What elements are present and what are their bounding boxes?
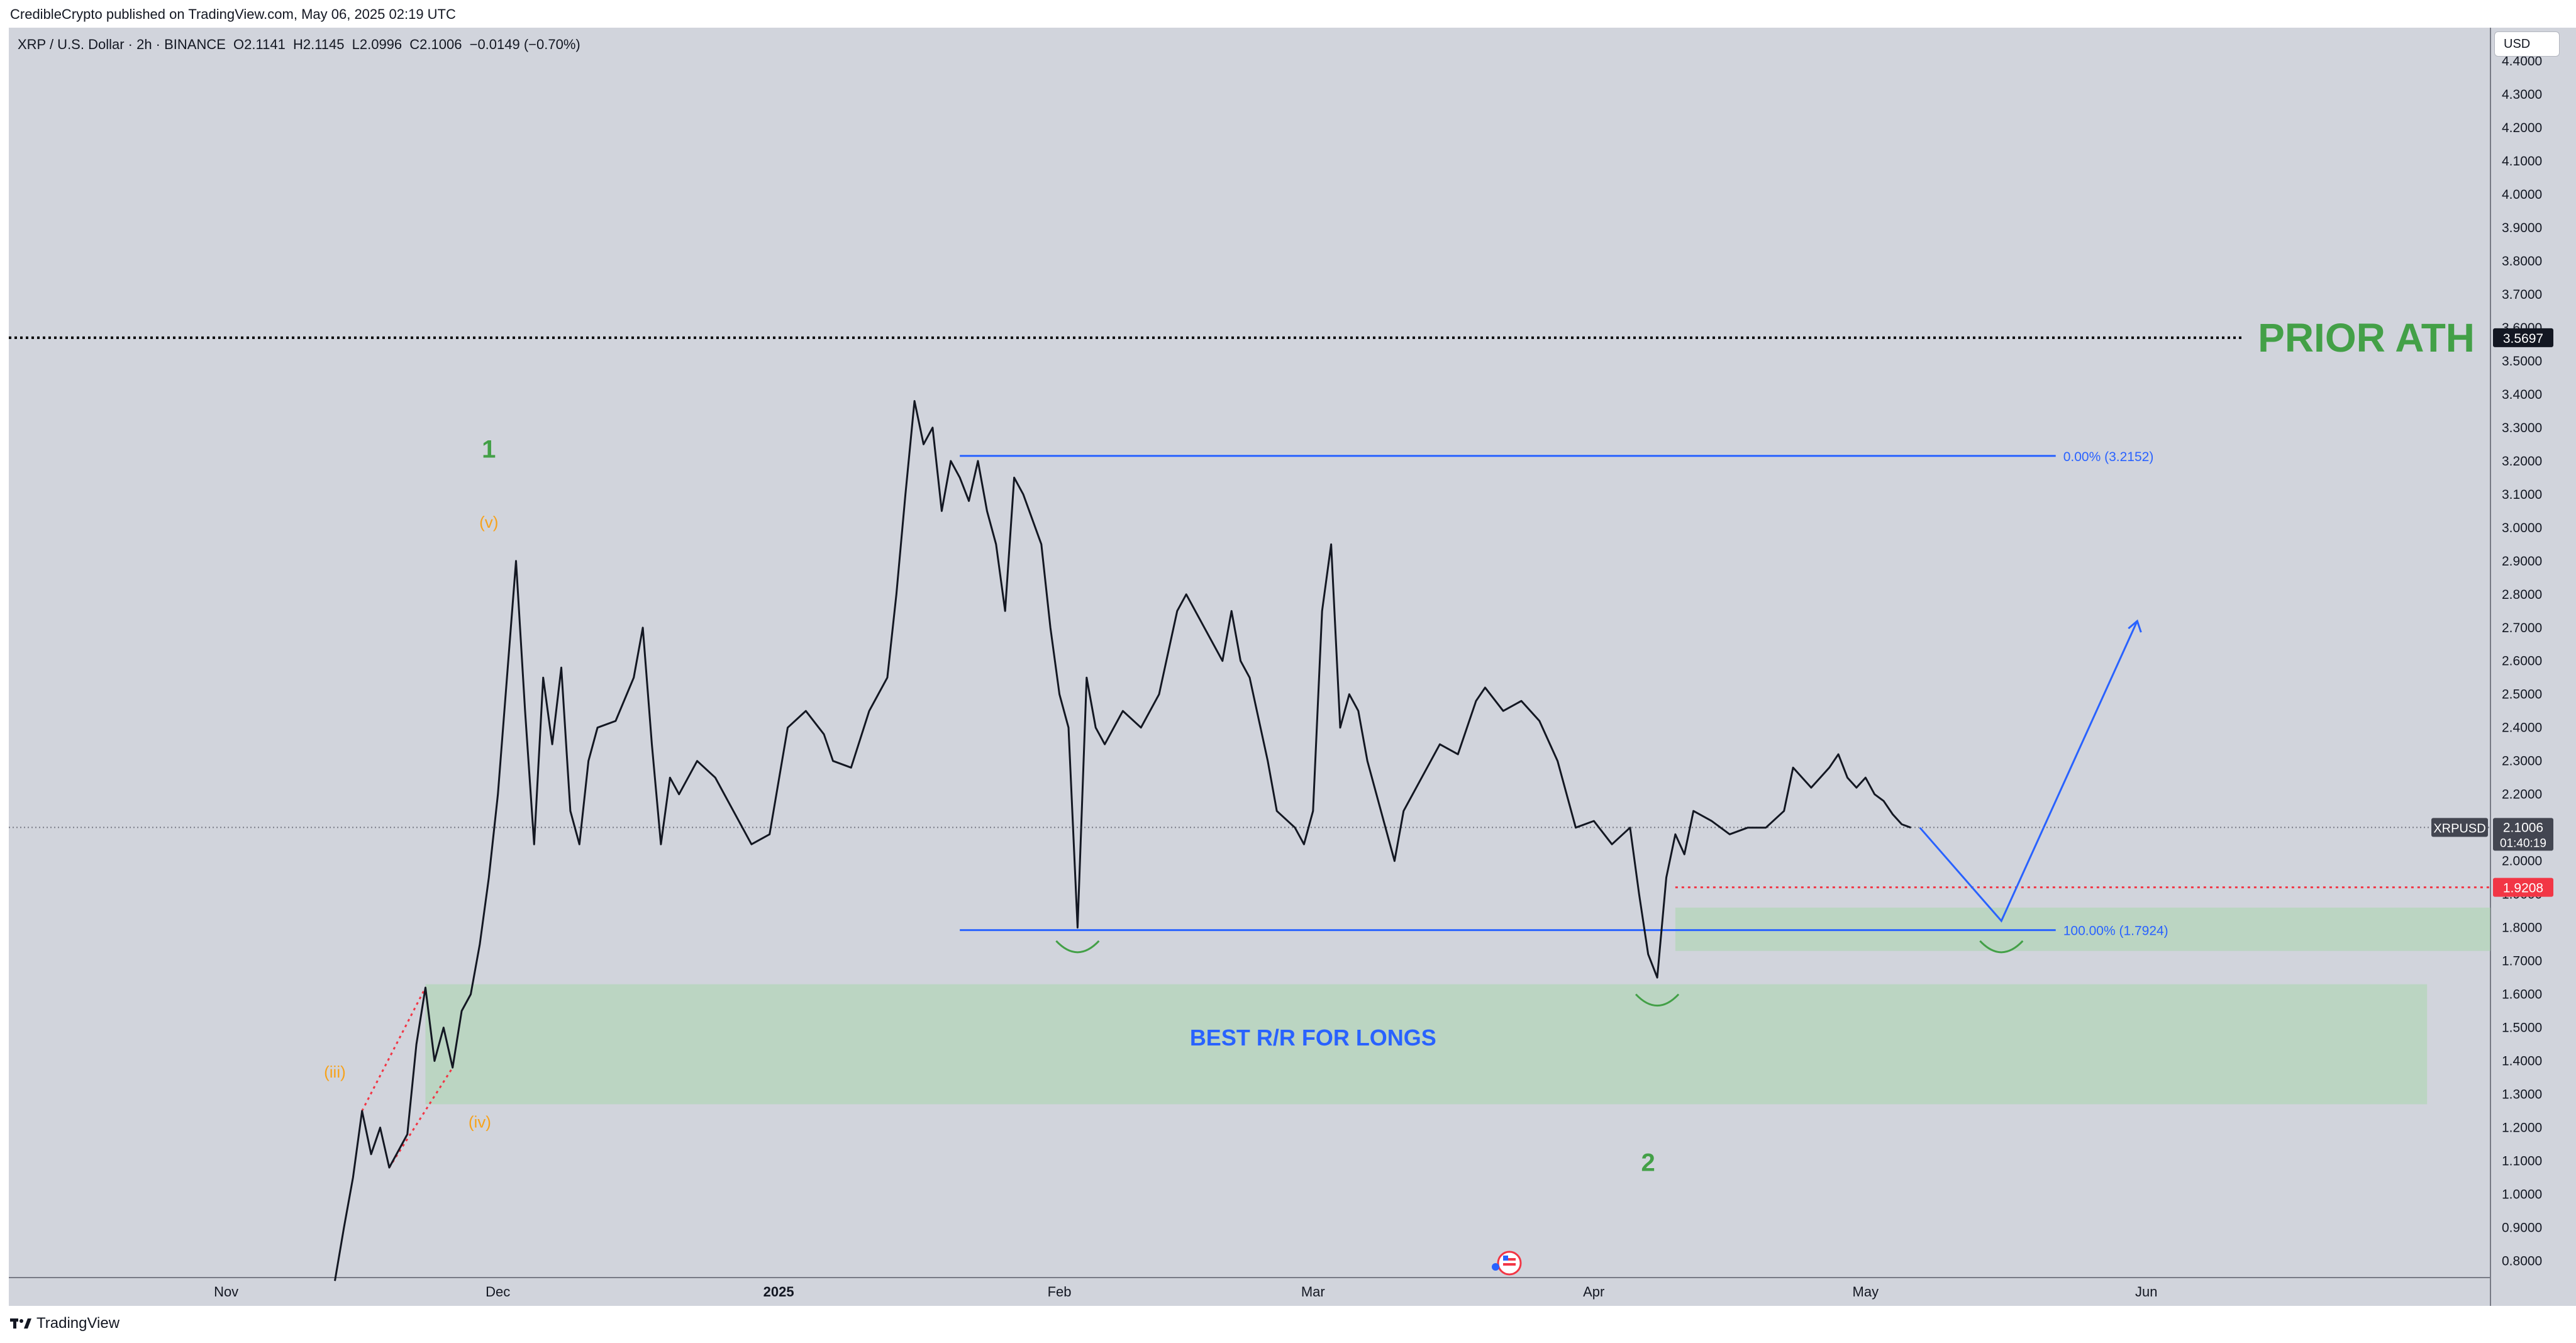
countdown-text: 01:40:19 — [2500, 837, 2546, 850]
currency-button[interactable]: USD — [2494, 31, 2560, 57]
symbol-title[interactable]: XRP / U.S. Dollar · 2h · BINANCE — [18, 36, 226, 52]
y-tick-label: 2.8000 — [2502, 588, 2542, 602]
y-tick-label: 4.2000 — [2502, 121, 2542, 135]
wave-trend-upper — [361, 987, 426, 1112]
wave-label: 1 — [482, 436, 496, 464]
x-tick-label: Jun — [2135, 1284, 2157, 1300]
y-tick-label: 4.4000 — [2502, 54, 2542, 69]
footer-brand: TradingView — [36, 1315, 120, 1332]
y-tick-label: 3.1000 — [2502, 488, 2542, 502]
y-tick-label: 3.4000 — [2502, 387, 2542, 402]
time-axis[interactable] — [9, 1278, 2490, 1306]
open-value: 2.1141 — [244, 36, 286, 52]
wave-label: 2 — [1641, 1149, 1655, 1176]
open-label: O — [233, 36, 245, 52]
support-arc-2 — [1979, 940, 2024, 954]
y-tick-label: 2.5000 — [2502, 688, 2542, 702]
zone-label: BEST R/R FOR LONGS — [1190, 1025, 1436, 1050]
publish-bar: CredibleCrypto published on TradingView.… — [0, 0, 2576, 28]
y-tick-label: 1.6000 — [2502, 988, 2542, 1002]
publish-line: CredibleCrypto published on TradingView.… — [10, 6, 456, 22]
y-tick-label: 1.2000 — [2502, 1121, 2542, 1135]
ath-price-badge — [2493, 328, 2553, 347]
support-arc-0 — [1055, 940, 1100, 954]
x-tick-label: Nov — [214, 1284, 238, 1300]
footer: TradingView — [0, 1306, 2576, 1343]
y-tick-label: 2.4000 — [2502, 721, 2542, 735]
x-tick-label: May — [1853, 1284, 1879, 1300]
close-value: 2.1006 — [419, 36, 462, 52]
x-tick-label: 2025 — [763, 1284, 794, 1300]
y-tick-label: 0.8000 — [2502, 1254, 2542, 1269]
wave-label: (iv) — [469, 1113, 491, 1132]
y-tick-label: 1.3000 — [2502, 1088, 2542, 1102]
fib-label-1: 100.00% (1.7924) — [2063, 924, 2168, 939]
y-tick-label: 2.7000 — [2502, 621, 2542, 635]
last-price-badge — [2493, 818, 2553, 851]
x-tick-label: Mar — [1301, 1284, 1325, 1300]
support-arc-1 — [1635, 993, 1680, 1007]
y-tick-label: 1.0000 — [2502, 1188, 2542, 1202]
y-tick-label: 2.3000 — [2502, 754, 2542, 769]
flag-icon[interactable] — [1492, 1251, 1522, 1276]
last-price-text: 2.1006 — [2503, 820, 2543, 835]
y-tick-label: 4.3000 — [2502, 87, 2542, 102]
x-tick-label: Dec — [486, 1284, 510, 1300]
zone-0 — [425, 984, 2428, 1105]
y-tick-label: 3.3000 — [2502, 421, 2542, 435]
x-tick-label: Apr — [1583, 1284, 1604, 1300]
tradingview-logo-icon — [10, 1318, 31, 1329]
y-tick-label: 1.5000 — [2502, 1021, 2542, 1035]
high-label: H — [292, 36, 303, 52]
ath-price-text: 3.5697 — [2503, 332, 2543, 346]
y-tick-label: 3.7000 — [2502, 287, 2542, 302]
wave-trend-lower — [388, 1067, 453, 1168]
y-tick-label: 1.8000 — [2502, 921, 2542, 935]
symbol-badge-text: XRPUSD — [2433, 822, 2485, 835]
y-tick-label: 4.1000 — [2502, 154, 2542, 169]
price-chart[interactable]: 0.00% (3.2152) 100.00% (1.7924) BEST R/R … — [0, 0, 2576, 1306]
price-axis[interactable] — [2490, 28, 2576, 1306]
tradingview-logo[interactable]: TradingView — [10, 1315, 119, 1332]
y-tick-label: 3.0000 — [2502, 521, 2542, 535]
y-tick-label: 3.9000 — [2502, 221, 2542, 235]
projection-arrowhead — [2128, 619, 2142, 633]
price-series-line — [334, 400, 1911, 1281]
y-tick-label: 1.1000 — [2502, 1154, 2542, 1169]
y-tick-label: 2.0000 — [2502, 854, 2542, 869]
close-label: C — [409, 36, 420, 52]
low-label: L — [352, 36, 360, 52]
y-tick-label: 2.2000 — [2502, 788, 2542, 802]
change-value: −0.0149 (−0.70%) — [469, 36, 580, 52]
high-value: 2.1145 — [303, 36, 345, 52]
y-tick-label: 1.4000 — [2502, 1054, 2542, 1069]
wave-label: (iii) — [324, 1062, 346, 1081]
y-tick-label: 0.9000 — [2502, 1221, 2542, 1235]
y-tick-label: 2.6000 — [2502, 654, 2542, 669]
fib-label-0: 0.00% (3.2152) — [2063, 450, 2154, 464]
projection-path — [1919, 620, 2138, 923]
red-price-text: 1.9208 — [2503, 881, 2543, 896]
y-tick-label: 4.0000 — [2502, 187, 2542, 202]
y-tick-label: 1.7000 — [2502, 954, 2542, 969]
y-tick-label: 3.5000 — [2502, 354, 2542, 369]
red-price-badge — [2493, 878, 2553, 897]
x-tick-label: Feb — [1048, 1284, 1072, 1300]
ohlc-legend: XRP / U.S. Dollar · 2h · BINANCE O2.1141… — [18, 36, 584, 53]
y-tick-label: 3.2000 — [2502, 454, 2542, 469]
prior-ath-label: PRIOR ATH — [2258, 315, 2475, 360]
symbol-badge — [2431, 818, 2488, 837]
y-tick-label: 3.8000 — [2502, 254, 2542, 269]
y-tick-label: 2.9000 — [2502, 554, 2542, 569]
low-value: 2.0996 — [359, 36, 402, 52]
wave-label: (v) — [479, 513, 498, 532]
